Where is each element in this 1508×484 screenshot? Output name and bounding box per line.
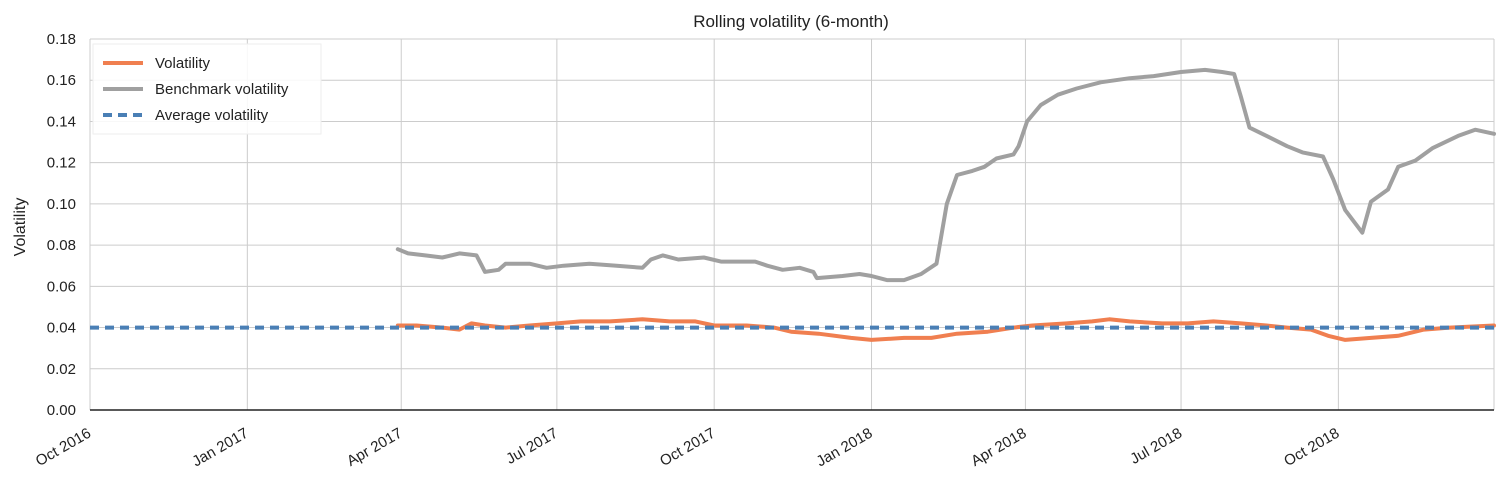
y-tick-labels: 0.00 0.02 0.04 0.06 0.08 0.10 0.12 0.14 0.16 0.18 xyxy=(47,31,76,419)
y-tick-label: 0.00 xyxy=(47,402,76,419)
y-tick-label: 0.04 xyxy=(47,320,76,337)
y-axis-title: Volatility xyxy=(12,198,29,257)
x-tick-label: Jul 2018 xyxy=(1127,425,1185,468)
legend: Volatility Benchmark volatility Average vo… xyxy=(92,43,322,135)
x-tick-label: Jan 2018 xyxy=(814,425,876,471)
x-tick-label: Apr 2017 xyxy=(344,425,405,470)
y-tick-label: 0.08 xyxy=(47,237,76,254)
series-line-volatility xyxy=(395,317,1496,342)
x-tick-label: Jul 2017 xyxy=(503,425,561,468)
x-tick-labels: Oct 2016 Jan 2017 Apr 2017 Jul 2017 Oct 2017… xyxy=(33,425,1343,471)
y-tick-label: 0.14 xyxy=(47,113,76,130)
chart-title: Rolling volatility (6-month) xyxy=(693,12,889,31)
x-tick-label: Apr 2018 xyxy=(968,425,1029,470)
x-tick-label: Oct 2017 xyxy=(657,425,718,470)
x-tick-label: Jan 2017 xyxy=(189,425,251,471)
series-group xyxy=(90,67,1496,342)
x-tick-label: Oct 2016 xyxy=(33,425,94,470)
y-tick-label: 0.18 xyxy=(47,31,76,48)
y-tick-label: 0.16 xyxy=(47,72,76,89)
grid xyxy=(89,38,1495,410)
legend-label: Average volatility xyxy=(155,107,269,124)
legend-label: Benchmark volatility xyxy=(155,81,289,98)
y-tick-label: 0.12 xyxy=(47,155,76,172)
legend-label: Volatility xyxy=(155,55,211,72)
series-line-benchmark-volatility xyxy=(395,67,1496,283)
y-tick-label: 0.06 xyxy=(47,278,76,295)
y-tick-label: 0.10 xyxy=(47,196,76,213)
y-tick-label: 0.02 xyxy=(47,361,76,378)
x-tick-label: Oct 2018 xyxy=(1281,425,1342,470)
